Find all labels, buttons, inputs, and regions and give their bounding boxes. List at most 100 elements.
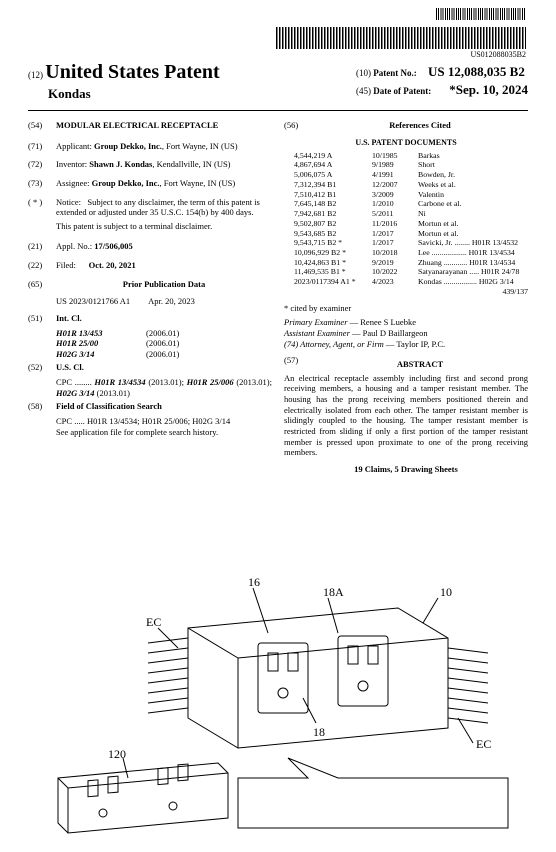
ref-row: 2023/0117394 A1 *4/2023Kondas ..........… [294,277,528,287]
filed-val: Oct. 20, 2021 [89,260,136,270]
barcode-large [276,27,526,49]
fig-label-16: 16 [248,575,260,589]
field-num-12: (12) [28,70,43,80]
ref-row: 4,867,694 A9/1989Short [294,160,528,170]
barcode-code: US012088035B2 [276,50,526,60]
patent-no-label: Patent No.: [373,68,417,78]
assignee-name: Group Dekko, Inc. [92,178,160,188]
references-table: 4,544,219 A10/1985Barkas 4,867,694 A9/19… [294,151,528,297]
field-num-10: (10) [356,68,371,78]
header-right: (10) Patent No.: US 12,088,035 B2 (45) D… [356,60,528,102]
header: (12) United States Patent Kondas (10) Pa… [28,60,528,111]
left-column: (54) MODULAR ELECTRICAL RECEPTACLE (71) … [28,120,272,474]
patent-figure: 16 18A 10 18 EC EC 120 [28,568,528,838]
intcl-row: H01R 13/453 [56,328,146,339]
prior-pub-date: Apr. 20, 2023 [148,296,195,307]
attorney-label: (74) Attorney, Agent, or Firm [284,339,384,349]
field-num-51: (51) [28,313,56,324]
ref-row: 5,006,075 A4/1991Bowden, Jr. [294,170,528,180]
ref-row: 9,543,685 B21/2017Mortun et al. [294,229,528,239]
patent-no: US 12,088,035 B2 [428,64,525,79]
primary-examiner-val: — Renee S Luebke [348,317,416,327]
uscl-label: U.S. Cl. [56,362,272,373]
field-num-73: (73) [28,178,56,189]
ref-row: 10,096,929 B2 *10/2018Lee ..............… [294,248,528,258]
notice-text1: Subject to any disclaimer, the term of t… [56,197,260,218]
field-num-65: (65) [28,279,56,293]
field-num-72: (72) [28,159,56,170]
prior-pub-num: US 2023/0121766 A1 [56,296,130,307]
fig-label-ec2: EC [476,737,491,751]
field-num-45: (45) [356,86,371,96]
cpc-mid2: (2013.01); [234,377,272,387]
applicant-name: Group Dekko, Inc. [94,141,162,151]
patent-heading: United States Patent [45,61,219,83]
claims-line: 19 Claims, 5 Drawing Sheets [284,464,528,475]
ref-row: 7,510,412 B13/2009Valentin [294,190,528,200]
patent-date: *Sep. 10, 2024 [449,82,528,97]
fig-label-18A: 18A [323,585,344,599]
fig-label-10: 10 [440,585,452,599]
refs-cited-title: References Cited [312,120,528,131]
assignee-label: Assignee: [56,178,90,188]
ref-row: 11,469,535 B1 *10/2022Satyanarayanan ...… [294,267,528,277]
fcs-label: Field of Classification Search [56,401,272,412]
cited-examiner: * cited by examiner [284,303,528,314]
applicant-loc: , Fort Wayne, IN (US) [162,141,238,151]
uspat-docs-title: U.S. PATENT DOCUMENTS [284,138,528,148]
ref-row: 4,544,219 A10/1985Barkas [294,151,528,161]
inventor-name: Shawn J. Kondas [89,159,152,169]
notice-text2: This patent is subject to a terminal dis… [56,221,212,231]
applno-val: 17/506,005 [94,241,133,251]
date-label: Date of Patent: [373,86,431,96]
field-num-57: (57) [284,355,312,373]
assignee-loc: , Fort Wayne, IN (US) [160,178,236,188]
primary-examiner-label: Primary Examiner [284,317,348,327]
notice-label: Notice: [56,197,81,207]
field-num-56: (56) [284,120,312,134]
ref-row: 7,312,394 B112/2007Weeks et al. [294,180,528,190]
intcl-row: H01R 25/00 [56,338,146,349]
field-num-22: (22) [28,260,56,271]
ref-row: 10,424,863 B1 *9/2019Zhuang ............… [294,258,528,268]
abstract-title: ABSTRACT [312,359,528,370]
applicant-label: Applicant: [56,141,92,151]
abstract-text: An electrical receptacle assembly includ… [284,373,528,458]
ref-row: 7,645,148 B21/2010Carbone et al. [294,199,528,209]
fig-label-18: 18 [313,725,325,739]
header-left: (12) United States Patent Kondas [28,60,220,102]
cpc-b3: H02G 3/14 [56,388,95,398]
assistant-examiner-label: Assistant Examiner [284,328,350,338]
fcs-text2: See application file for complete search… [56,427,272,438]
cpc-pre: CPC ........ [56,377,94,387]
attorney-val: — Taylor IP, P.C. [384,339,445,349]
intcl-row-date: (2006.01) [146,338,272,349]
intcl-row: H02G 3/14 [56,349,146,360]
cpc-main: H01R 13/4534 [94,377,145,387]
inventor-loc: , Kendallville, IN (US) [152,159,230,169]
intcl-row-date: (2006.01) [146,349,272,360]
fcs-text: CPC ..... H01R 13/4534; H01R 25/006; H02… [56,416,272,427]
ref-row: 9,543,715 B2 *1/2017Savicki, Jr. .......… [294,238,528,248]
field-num-21: (21) [28,241,56,252]
filed-label: Filed: [56,260,76,270]
ref-row: 7,942,681 B25/2011Ni [294,209,528,219]
applno-label: Appl. No.: [56,241,92,251]
barcode-region: US012088035B2 [276,8,526,59]
body-columns: (54) MODULAR ELECTRICAL RECEPTACLE (71) … [28,120,528,474]
fig-label-120: 120 [108,747,126,761]
prior-pub-title: Prior Publication Data [56,279,272,290]
field-num-52: (52) [28,362,56,373]
fig-label-ec1: EC [146,615,161,629]
assistant-examiner-val: — Paul D Baillargeon [350,328,428,338]
invention-title: MODULAR ELECTRICAL RECEPTACLE [56,120,272,131]
cpc-mid: (2013.01); [146,377,187,387]
right-column: (56) References Cited U.S. PATENT DOCUME… [284,120,528,474]
intcl-label: Int. Cl. [56,313,272,324]
cpc-b2: H01R 25/006 [187,377,234,387]
ref-row: 9,502,807 B211/2016Mortun et al. [294,219,528,229]
inventor-label: Inventor: [56,159,87,169]
field-num-71: (71) [28,141,56,152]
field-num-star: ( * ) [28,197,56,232]
field-num-58: (58) [28,401,56,412]
